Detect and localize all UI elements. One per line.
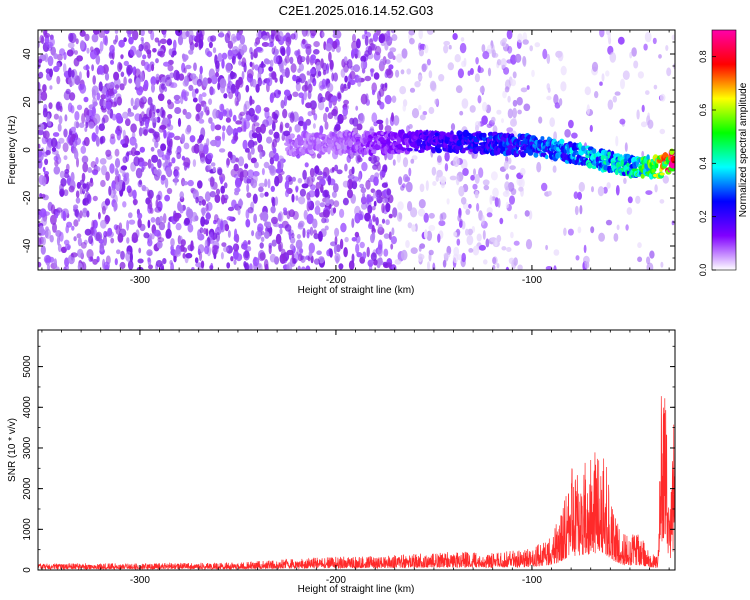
- snr-panel: -300 -200 -100 0 1000 2000 3000 4000 5000 Heigh…: [7, 329, 676, 595]
- colorbar-tick-label: 0.6: [698, 104, 708, 117]
- y-tick-label: 2000: [22, 477, 33, 500]
- colorbar-tick-label: 0.0: [698, 264, 708, 277]
- colorbar-tick-label: 0.2: [698, 210, 708, 223]
- x-tick-label: -300: [130, 575, 150, 586]
- colorbar-tick-label: 0.8: [698, 50, 708, 63]
- colorbar-ticks: 0.0 0.2 0.4 0.6 0.8: [698, 50, 716, 276]
- snr-y-axis-label: SNR (10 * v/v): [7, 418, 18, 482]
- x-tick-label: -100: [522, 275, 542, 286]
- y-tick-label: 0: [22, 567, 33, 573]
- spectrogram-y-axis-label: Frequency (Hz): [7, 116, 18, 185]
- colorbar: 0.0 0.2 0.4 0.6 0.8 Normalized spectral ampl…: [698, 29, 749, 276]
- y-tick-label: 0: [22, 147, 33, 153]
- snr-y-ticks: 0 1000 2000 3000 4000 5000: [22, 355, 675, 573]
- y-tick-label: 20: [22, 96, 33, 108]
- spectrogram-y-ticks: -40 -20 0 20 40: [22, 48, 675, 253]
- spectrogram-x-axis-label: Height of straight line (km): [298, 285, 415, 296]
- y-tick-label: 1000: [22, 518, 33, 541]
- colorbar-bar: [712, 30, 736, 270]
- snr-series-line: [38, 396, 675, 570]
- chart-title: C2E1.2025.016.14.52.G03: [279, 3, 434, 18]
- x-tick-label: -200: [326, 275, 346, 286]
- colorbar-label: Normalized spectral amplitude: [738, 82, 749, 217]
- x-tick-label: -300: [130, 275, 150, 286]
- y-tick-label: 40: [22, 48, 33, 60]
- y-tick-label: 5000: [22, 355, 33, 378]
- colorbar-frame: [711, 29, 737, 271]
- y-tick-label: -20: [22, 190, 33, 205]
- spectrogram-ridge: [284, 129, 675, 180]
- snr-x-axis-label: Height of straight line (km): [298, 584, 415, 595]
- y-tick-label: -40: [22, 238, 33, 253]
- x-tick-label: -200: [326, 575, 346, 586]
- snr-frame: [37, 329, 676, 571]
- y-tick-label: 3000: [22, 436, 33, 459]
- y-tick-label: 4000: [22, 396, 33, 419]
- colorbar-tick-label: 0.4: [698, 157, 708, 170]
- x-tick-label: -100: [522, 575, 542, 586]
